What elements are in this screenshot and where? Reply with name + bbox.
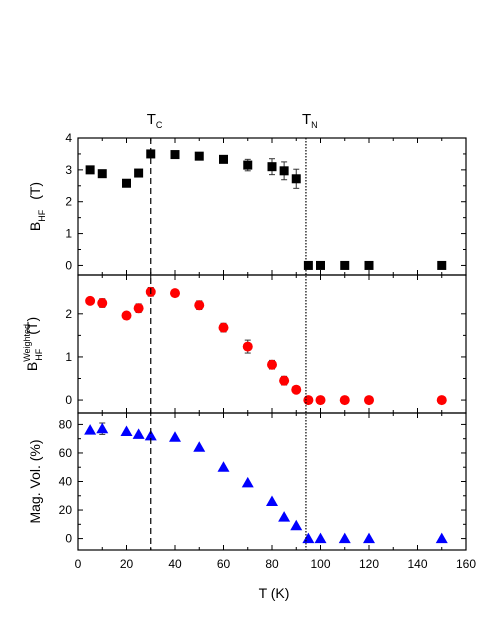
data-point-circle [303,395,314,406]
data-point-triangle [435,532,448,544]
data-point-square [340,260,350,270]
vline-label: TN [302,111,318,130]
y-axis-label-sub: HF [34,348,44,360]
data-point-circle [242,341,253,352]
data-point-triangle [169,431,181,442]
data-point-triangle [96,422,109,434]
data-point-square [170,150,180,160]
data-point-triangle [363,532,375,544]
data-point-triangle [290,519,303,531]
data-point-square [291,174,301,184]
panel-1: 0 1 2 3 4 BHF (T) [27,131,467,276]
vline-label-sub: N [311,120,318,130]
data-point-square [303,260,313,270]
data-point-circle [85,295,96,306]
y-tick-label: 0 [65,532,72,546]
panel-3: 0 20 40 60 80 Mag. Vol. (%) [27,412,467,551]
y-tick-label: 3 [65,163,72,177]
x-tick-label: 120 [359,557,379,571]
panel-2: 0 1 2 BWeighted HF (T) [22,274,467,414]
data-point-square [194,151,204,161]
y-axis-label-sub: HF [37,209,47,221]
data-point-circle [436,395,447,406]
y-tick-label: 0 [65,393,72,407]
vline-label: TC [147,111,163,130]
x-tick-label: 0 [75,557,82,571]
y-tick-label: 1 [65,227,72,241]
data-point-triangle [120,425,133,437]
y-tick-label: 40 [59,475,73,489]
data-point-square [437,260,447,270]
data-point-triangle [217,461,230,472]
y-tick-label: 60 [59,446,73,460]
data-point-circle [339,395,350,406]
x-tick-label: 160 [456,557,476,571]
data-point-circle [97,298,108,309]
y-tick-label: 1 [65,350,72,364]
data-point-square [219,154,228,164]
data-point-triangle [144,429,157,441]
data-point-circle [291,384,302,395]
y-axis-label-unit: (T) [24,317,40,335]
y-tick-label: 2 [65,307,72,321]
data-point-triangle [84,424,97,435]
x-tick-label: 20 [120,557,134,571]
data-point-square [243,160,253,170]
vline-label-main: T [302,111,311,128]
data-point-square [279,166,289,176]
data-point-square [267,162,277,172]
x-axis-label: T (K) [259,585,290,601]
y-tick-label: 0 [65,258,72,272]
data-point-circle [170,288,180,299]
data-point-square [122,178,131,188]
data-point-circle [267,359,277,370]
data-point-circle [218,322,229,333]
data-point-circle [315,395,326,406]
data-point-circle [194,300,205,311]
y-tick-label: 4 [65,131,72,145]
data-point-circle [133,303,144,314]
y-tick-label: 80 [59,417,73,431]
data-point-triangle [278,511,291,522]
data-point-triangle [241,476,254,488]
y-axis-label: BHF (T) [27,182,47,231]
x-tick-label: 40 [168,557,182,571]
data-point-triangle [266,495,278,506]
data-point-circle [364,395,374,406]
vline-label-main: T [147,111,156,128]
y-tick-label: 2 [65,195,72,209]
data-point-square [85,165,95,175]
data-point-triangle [132,428,145,439]
x-tick-label: 60 [217,557,231,571]
y-axis-label-main: B [24,362,40,371]
y-axis-label-sup: Weighted [22,324,32,362]
data-point-triangle [338,532,351,544]
x-tick-label: 100 [310,557,330,571]
data-point-square [364,260,374,270]
y-tick-label: 20 [59,503,73,517]
data-point-circle [279,375,290,386]
y-axis-label: BWeighted HF (T) [22,317,44,371]
vline-label-sub: C [156,120,163,130]
y-axis-label-unit: (T) [27,182,43,200]
y-axis-label-main: B [27,222,43,231]
panel-frame [77,274,467,414]
data-point-circle [121,310,132,321]
data-point-triangle [193,441,206,452]
x-tick-label: 140 [407,557,427,571]
x-tick-label: 80 [265,557,279,571]
data-point-square [97,169,107,179]
data-point-triangle [302,532,315,544]
data-point-triangle [314,532,327,544]
data-point-square [134,168,144,178]
data-point-square [316,260,325,270]
y-axis-label: Mag. Vol. (%) [27,439,43,523]
